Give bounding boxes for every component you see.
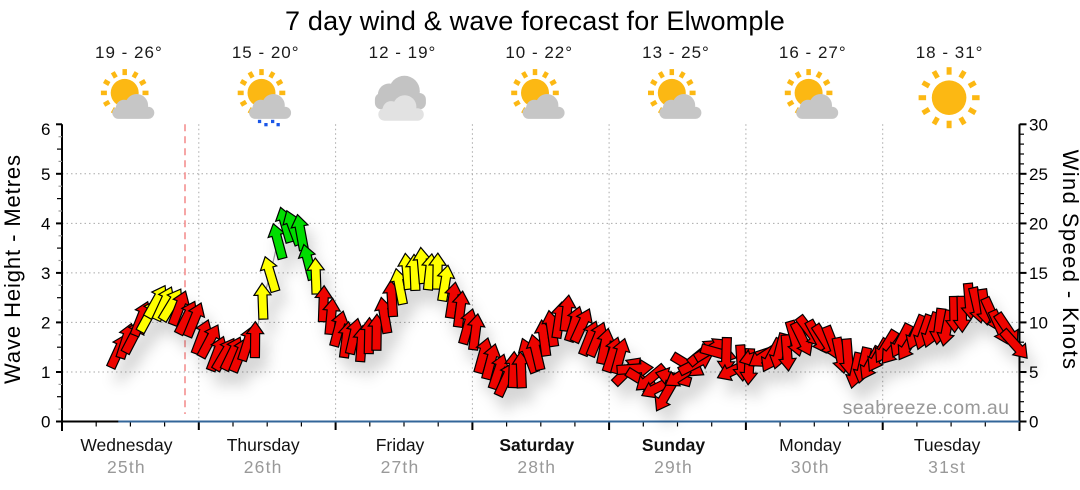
svg-text:25: 25 bbox=[1029, 165, 1048, 184]
svg-text:Wednesday: Wednesday bbox=[80, 435, 172, 455]
svg-text:Sunday: Sunday bbox=[642, 435, 705, 455]
svg-text:15 - 20°: 15 - 20° bbox=[232, 43, 300, 62]
svg-text:6: 6 bbox=[41, 120, 50, 139]
svg-text:26th: 26th bbox=[244, 457, 283, 477]
svg-text:Wind Speed - Knots: Wind Speed - Knots bbox=[1058, 150, 1080, 371]
svg-text:3: 3 bbox=[41, 264, 50, 283]
svg-text:30: 30 bbox=[1029, 115, 1048, 134]
svg-text:25th: 25th bbox=[107, 457, 146, 477]
svg-text:seabreeze.com.au: seabreeze.com.au bbox=[843, 397, 1010, 419]
svg-text:7 day wind & wave forecast for: 7 day wind & wave forecast for Elwomple bbox=[285, 6, 785, 36]
svg-text:29th: 29th bbox=[654, 457, 693, 477]
svg-text:10 - 22°: 10 - 22° bbox=[505, 43, 573, 62]
svg-text:Monday: Monday bbox=[779, 435, 842, 455]
svg-text:28th: 28th bbox=[517, 457, 556, 477]
svg-text:1: 1 bbox=[41, 363, 50, 382]
svg-text:19 - 26°: 19 - 26° bbox=[95, 43, 163, 62]
svg-text:31st: 31st bbox=[928, 457, 966, 477]
svg-text:2: 2 bbox=[41, 314, 50, 333]
svg-text:27th: 27th bbox=[381, 457, 420, 477]
svg-text:Wave Height - Metres: Wave Height - Metres bbox=[0, 154, 25, 384]
svg-text:Thursday: Thursday bbox=[227, 435, 300, 455]
svg-text:Saturday: Saturday bbox=[499, 435, 574, 455]
svg-text:20: 20 bbox=[1029, 215, 1048, 234]
svg-text:Friday: Friday bbox=[376, 435, 425, 455]
svg-text:16 - 27°: 16 - 27° bbox=[779, 43, 847, 62]
svg-text:18 - 31°: 18 - 31° bbox=[916, 43, 984, 62]
svg-text:5: 5 bbox=[1029, 363, 1038, 382]
svg-text:15: 15 bbox=[1029, 264, 1048, 283]
svg-text:5: 5 bbox=[41, 165, 50, 184]
svg-text:0: 0 bbox=[1029, 413, 1038, 432]
svg-text:0: 0 bbox=[41, 413, 50, 432]
svg-text:13 - 25°: 13 - 25° bbox=[642, 43, 710, 62]
svg-text:10: 10 bbox=[1029, 314, 1048, 333]
svg-text:Tuesday: Tuesday bbox=[914, 435, 981, 455]
svg-text:30th: 30th bbox=[791, 457, 830, 477]
svg-text:4: 4 bbox=[41, 215, 50, 234]
svg-text:12 - 19°: 12 - 19° bbox=[369, 43, 437, 62]
